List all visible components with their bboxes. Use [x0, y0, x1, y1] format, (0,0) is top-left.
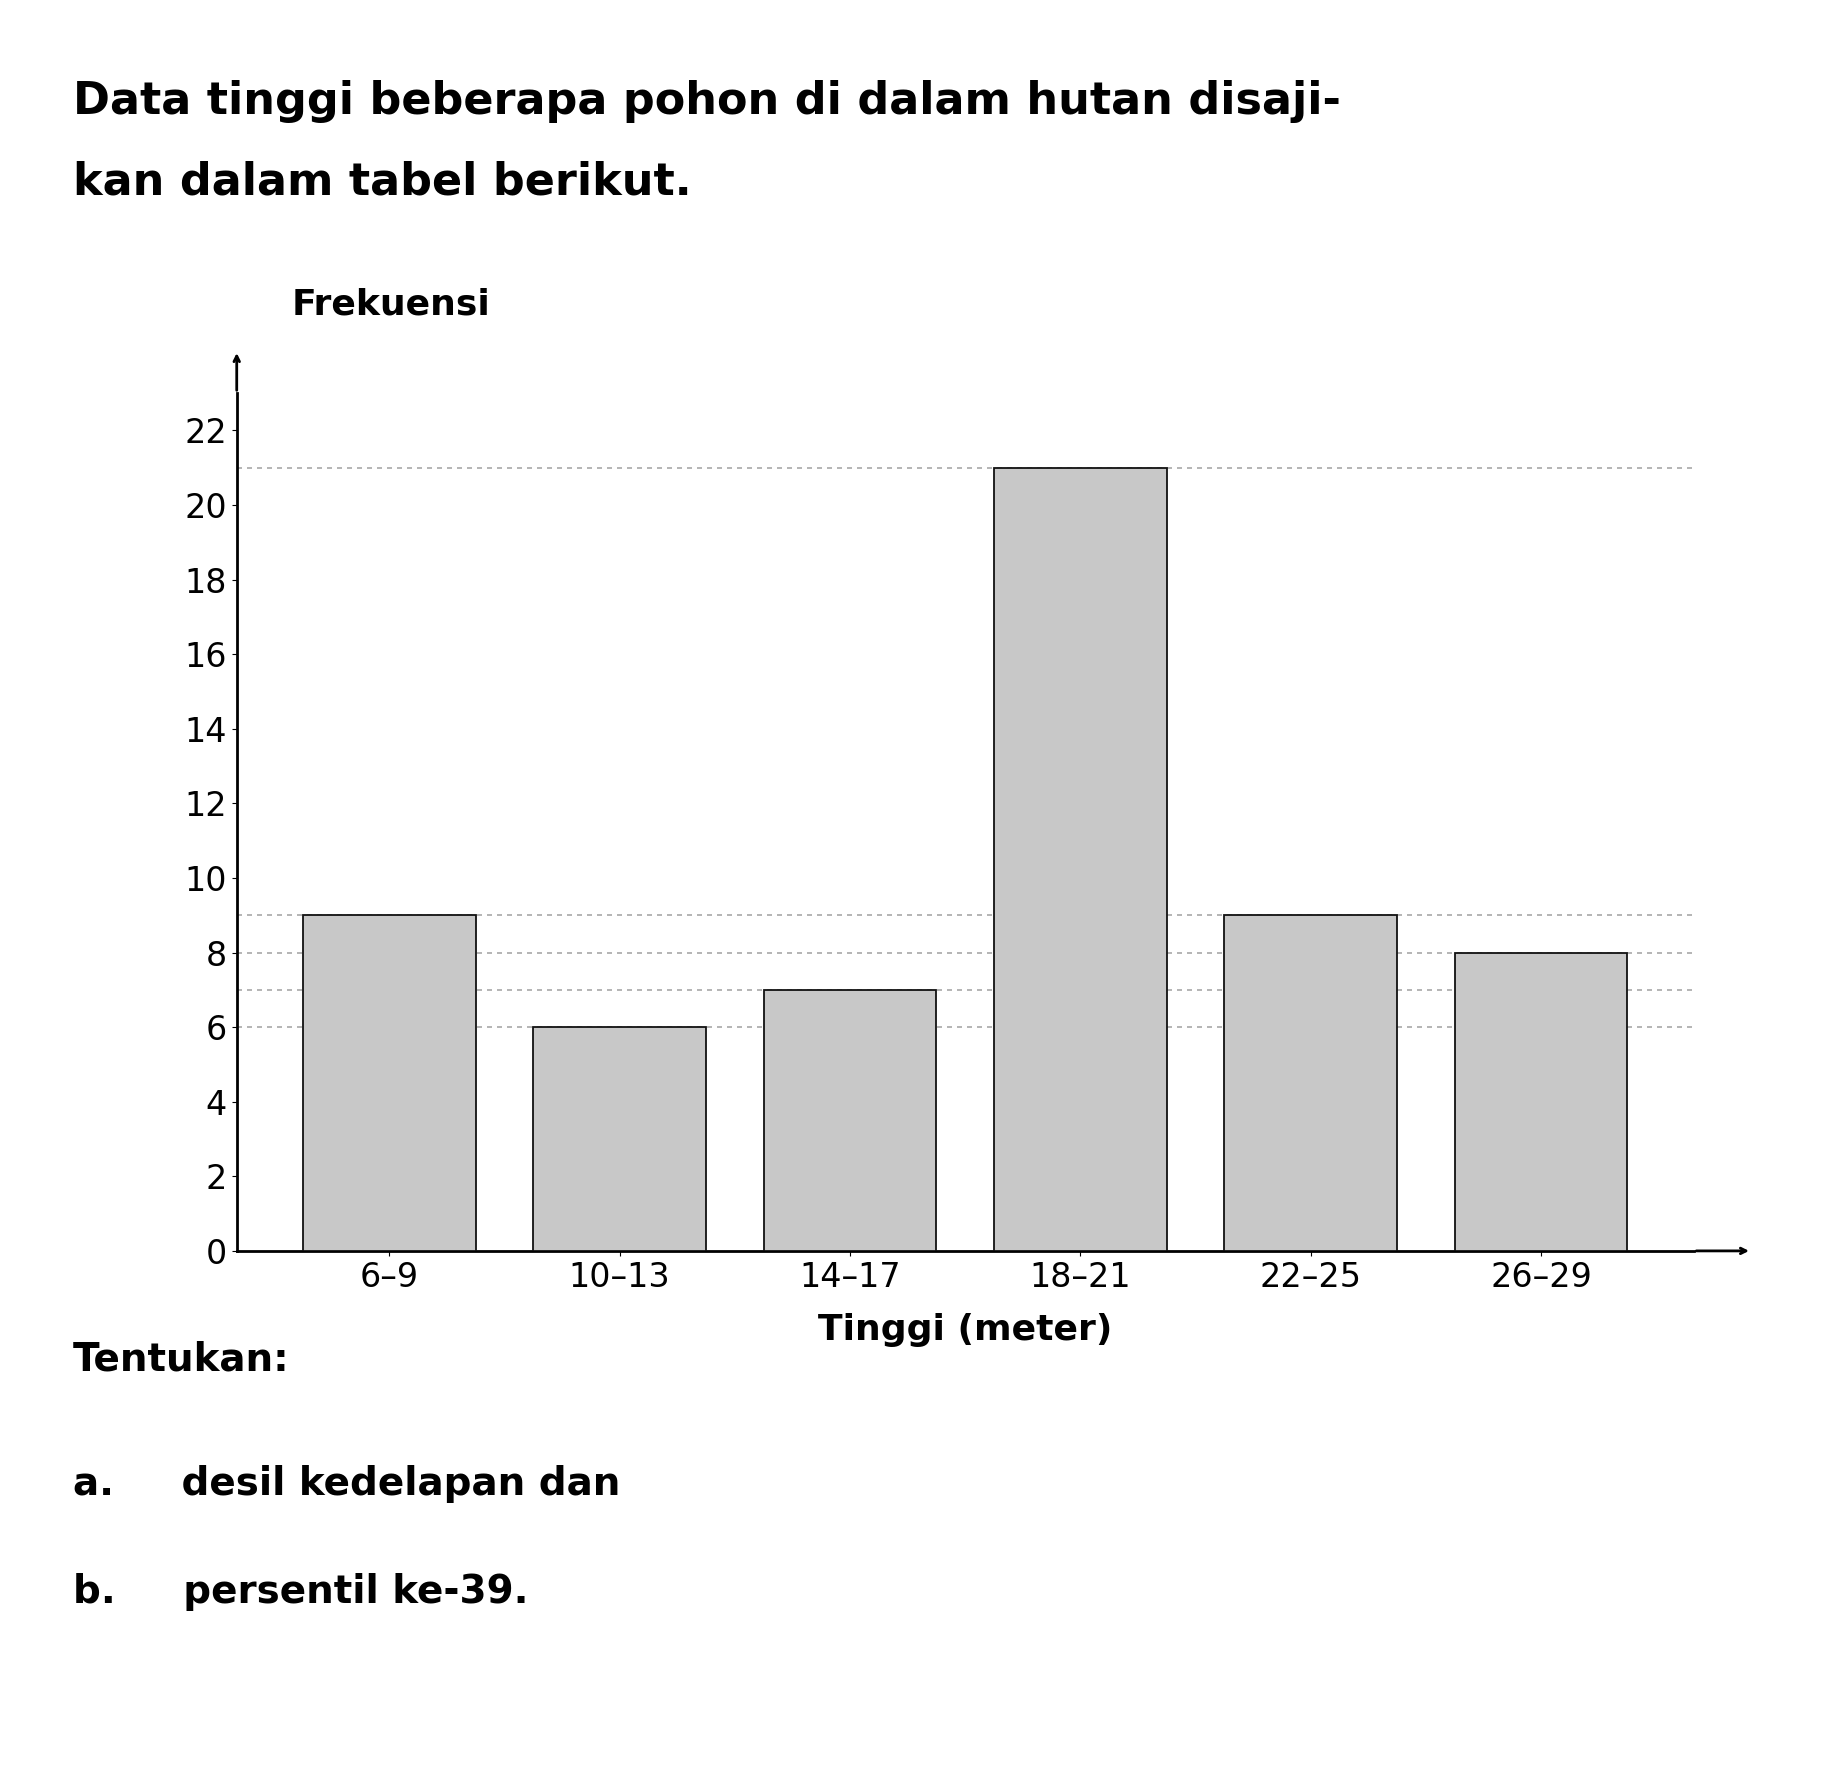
- Text: a.     desil kedelapan dan: a. desil kedelapan dan: [73, 1465, 621, 1503]
- Bar: [302, 915, 475, 1251]
- Text: Data tinggi beberapa pohon di dalam hutan disaji-: Data tinggi beberapa pohon di dalam huta…: [73, 80, 1340, 123]
- Bar: [763, 990, 936, 1251]
- Bar: [534, 1028, 707, 1251]
- Bar: [1455, 952, 1628, 1251]
- X-axis label: Tinggi (meter): Tinggi (meter): [818, 1313, 1113, 1347]
- Text: Tentukan:: Tentukan:: [73, 1340, 290, 1378]
- Bar: [994, 468, 1167, 1251]
- Text: b.     persentil ke-39.: b. persentil ke-39.: [73, 1573, 528, 1610]
- Text: kan dalam tabel berikut.: kan dalam tabel berikut.: [73, 161, 692, 204]
- Bar: [1224, 915, 1397, 1251]
- Text: Frekuensi: Frekuensi: [291, 288, 490, 322]
